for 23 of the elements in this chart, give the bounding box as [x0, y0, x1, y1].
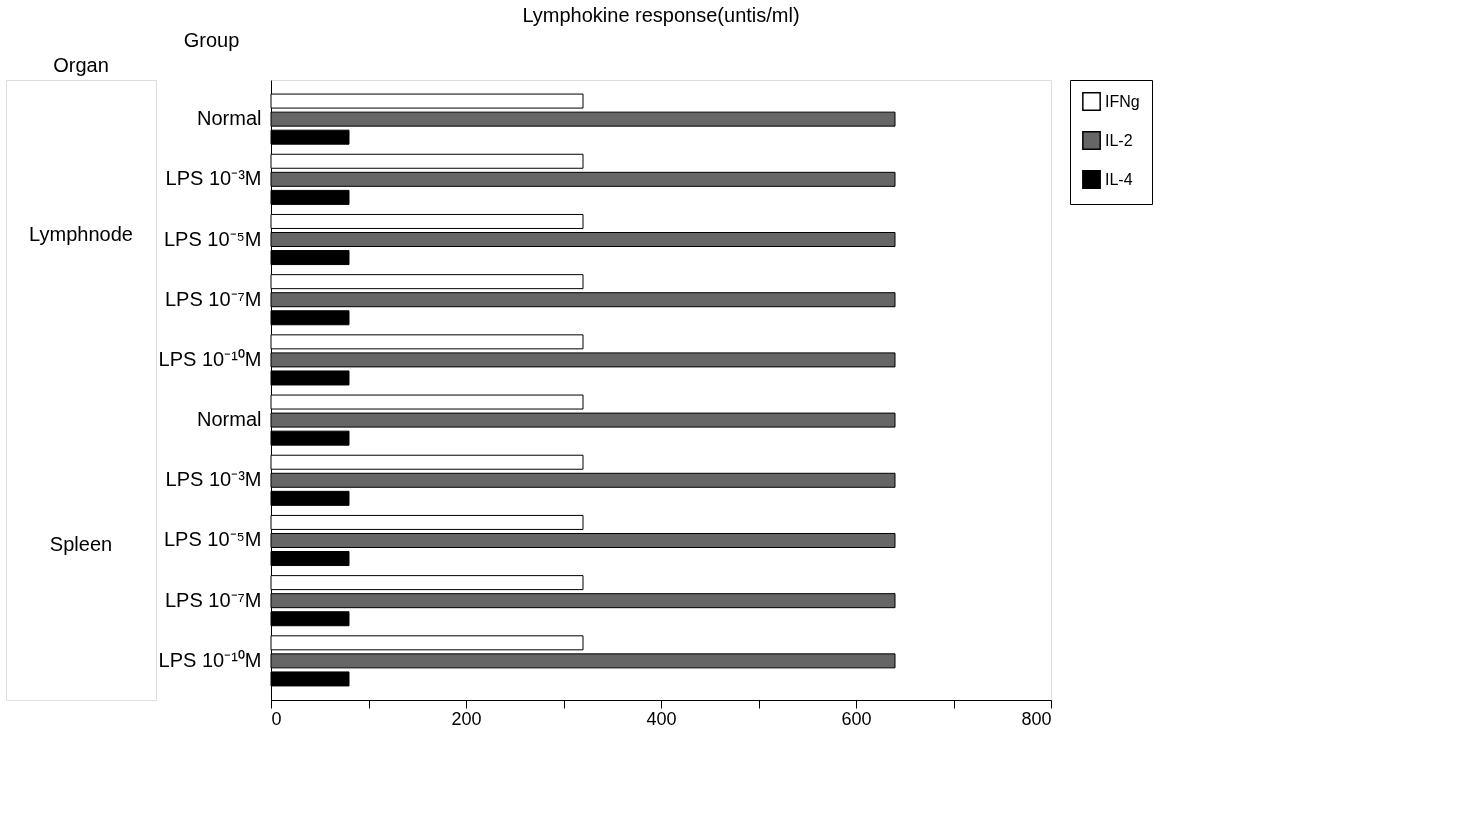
- x-tick-label: 800: [1021, 708, 1052, 729]
- text: Spleen: [49, 533, 113, 555]
- legend-label: IL-2: [1105, 131, 1133, 149]
- y-tick-label: LPS 10⁻⁵M: [163, 227, 262, 250]
- y-tick-label: LPS 10⁻¹⁰M: [158, 648, 262, 671]
- y-tick-label: LPS 10⁻⁷M: [164, 588, 262, 611]
- x-tick-label: 400: [646, 708, 677, 729]
- y-tick-label: Normal: [197, 107, 262, 130]
- legend-label: IL-4: [1105, 170, 1133, 188]
- x-tick-label: 200: [451, 708, 482, 729]
- y-tick-label: LPS 10⁻³M: [165, 468, 262, 491]
- text: Organ: [53, 54, 109, 76]
- chart-title: Lymphokine response(untis/ml): [522, 4, 800, 26]
- y-tick-label: Normal: [197, 408, 262, 431]
- y-tick-label: LPS 10⁻¹⁰M: [158, 347, 262, 370]
- y-tick-label: LPS 10⁻³M: [165, 167, 262, 190]
- x-tick-label: 600: [841, 708, 872, 729]
- legend-label: IFNg: [1105, 92, 1140, 110]
- y-tick-label: LPS 10⁻⁵M: [163, 528, 262, 551]
- y-axis-title: Group: [183, 28, 240, 51]
- text: Lymphnode: [29, 223, 133, 245]
- y-tick-label: LPS 10⁻⁷M: [164, 287, 262, 310]
- x-tick-label: 0: [271, 708, 282, 729]
